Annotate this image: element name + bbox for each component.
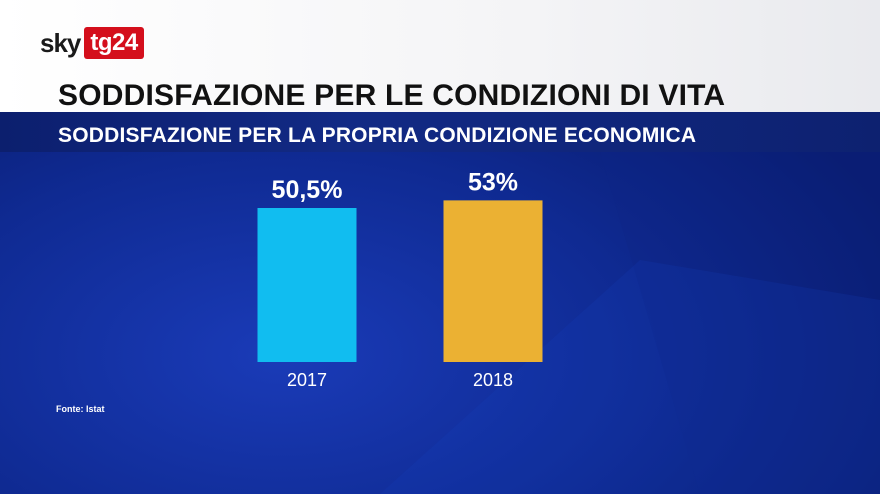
category-label-2017: 2017 (287, 370, 327, 390)
category-label-2018: 2018 (473, 370, 513, 390)
page-title: SODDISFAZIONE PER LE CONDIZIONI DI VITA (58, 79, 726, 112)
bar-chart: 50,5% 53% 2017 2018 (257, 168, 543, 390)
header-bar (0, 0, 880, 112)
logo-tg24-badge: tg24 (84, 27, 144, 59)
source-note: Fonte: Istat (56, 404, 105, 414)
logo-sky-text: sky (40, 28, 81, 58)
chart-subtitle: SODDISFAZIONE PER LA PROPRIA CONDIZIONE … (58, 124, 697, 147)
bar-2018 (443, 200, 543, 362)
sky-tg24-logo: sky tg24 (40, 27, 144, 59)
value-label-2017: 50,5% (272, 176, 343, 204)
bar-2017 (257, 208, 357, 362)
subtitle-bar (0, 112, 880, 152)
value-label-2018: 53% (468, 168, 518, 196)
